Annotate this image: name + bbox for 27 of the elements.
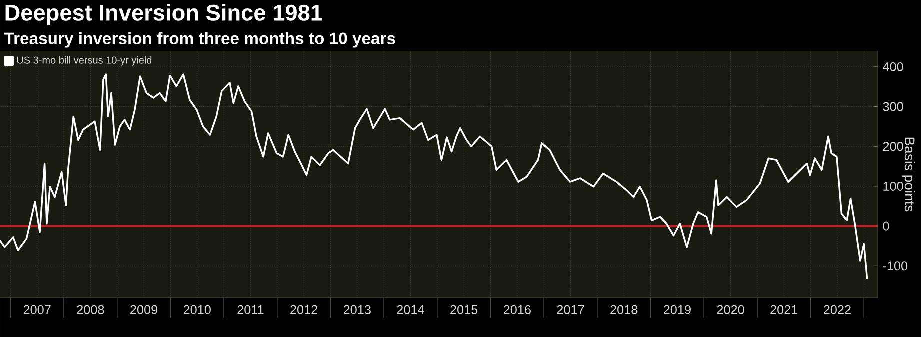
x-tick-label: 2008	[77, 305, 104, 314]
x-tick-label: 2018	[610, 305, 638, 314]
y-tick-label: 400	[883, 62, 904, 72]
x-tick-label: 2013	[344, 305, 371, 314]
x-tick-label: 2015	[450, 305, 478, 314]
x-tick-label: 2020	[717, 305, 744, 314]
x-tick-label: 2010	[184, 305, 211, 314]
x-tick-label: 2019	[664, 305, 691, 314]
x-tick-label: 2009	[130, 305, 158, 314]
x-tick-label: 2016	[504, 305, 531, 314]
y-tick-label: 200	[883, 142, 904, 152]
x-tick-label: 2022	[824, 305, 851, 314]
line-series	[0, 74, 868, 280]
y-tick-label: -100	[883, 262, 908, 271]
x-tick-label: 2021	[770, 305, 798, 314]
x-tick-label: 2011	[238, 305, 264, 314]
y-tick-label: 100	[884, 182, 904, 191]
x-tick-label: 2014	[397, 305, 424, 314]
x-tick-label: 2012	[290, 305, 318, 314]
y-tick-label: 300	[883, 102, 904, 112]
y-axis-title: Basis points	[902, 138, 916, 212]
chart-title: Deepest Inversion Since 1981	[6, 4, 322, 26]
chart-subtitle: Treasury inversion from three months to 10 years	[4, 32, 396, 48]
x-tick-label: 2017	[557, 305, 584, 314]
legend-label: US 3-mo bill versus 10-yr yield	[17, 56, 152, 66]
y-tick-label: 0	[883, 222, 890, 231]
x-tick-label: 2007	[24, 305, 51, 314]
